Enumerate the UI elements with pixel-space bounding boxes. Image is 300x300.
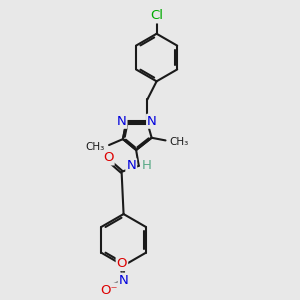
Text: N: N	[117, 115, 127, 128]
Text: H: H	[141, 159, 151, 172]
Text: O: O	[103, 152, 114, 164]
Text: N: N	[119, 274, 128, 286]
Text: CH₃: CH₃	[169, 137, 189, 147]
Text: N: N	[147, 115, 157, 128]
Text: CH₃: CH₃	[86, 142, 105, 152]
Text: N: N	[126, 159, 136, 172]
Text: O⁻: O⁻	[100, 284, 118, 296]
Text: Cl: Cl	[150, 9, 163, 22]
Text: O: O	[117, 257, 127, 270]
